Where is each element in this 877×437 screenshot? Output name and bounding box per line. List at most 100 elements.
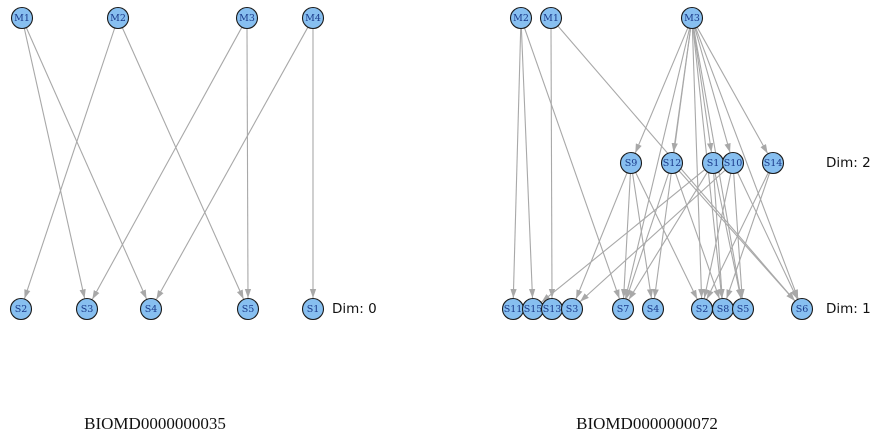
node-s2: S2 [9, 297, 33, 321]
node-label: S5 [242, 304, 255, 315]
node-label: S12 [663, 158, 682, 169]
node-m2: M2 [106, 6, 130, 30]
edge-s9-s2 [635, 172, 698, 300]
node-label: S3 [566, 304, 579, 315]
dim-label-1: Dim: 1 [826, 301, 871, 317]
dim-label-0: Dim: 0 [332, 301, 377, 317]
node-m2: M2 [509, 6, 533, 30]
edge-s9-s7 [620, 173, 631, 299]
node-m3: M3 [680, 6, 704, 30]
node-circle [790, 297, 814, 321]
edge-s9-s4 [632, 173, 654, 299]
node-circle [301, 297, 325, 321]
node-m4: M4 [301, 6, 325, 30]
node-label: S7 [617, 304, 630, 315]
edge-s10-s6 [737, 172, 798, 300]
node-circle [301, 6, 325, 30]
edge-s9-s3 [575, 172, 628, 300]
node-circle [680, 6, 704, 30]
node-circle [139, 297, 163, 321]
node-s9: S9 [619, 151, 643, 175]
edge-m3-s1 [692, 28, 714, 153]
node-circle [731, 297, 755, 321]
node-label: S10 [724, 158, 743, 169]
node-s10: S10 [721, 151, 745, 175]
node-s11: S11 [501, 297, 525, 321]
node-circle [509, 6, 533, 30]
node-s15: S15 [521, 297, 545, 321]
edge-s14-s2 [706, 172, 769, 300]
edge-m3-s5 [244, 28, 252, 299]
edge-m2-s7 [523, 27, 620, 299]
node-circle [619, 151, 643, 175]
node-s1: S1 [301, 297, 325, 321]
node-s13: S13 [540, 297, 564, 321]
graph-biomd35: M1 M2 M3 M4 S2 S3 S4 S5 S1 Dim: 0 BIOMD000000003… [9, 6, 377, 433]
node-circle [660, 151, 684, 175]
edge-m3-s14 [696, 26, 769, 154]
edge-s1-s7 [628, 171, 708, 300]
node-s4: S4 [139, 297, 163, 321]
node-circle [9, 297, 33, 321]
node-label: S1 [307, 304, 320, 315]
node-label: S14 [764, 158, 783, 169]
node-s12: S12 [660, 151, 684, 175]
edge-m2-s11 [510, 28, 522, 299]
graph-caption: BIOMD0000000035 [84, 414, 226, 433]
node-circle [106, 6, 130, 30]
edge-s10-s2 [703, 173, 732, 299]
node-label: S1 [707, 158, 720, 169]
edge-s10-s3 [579, 169, 726, 303]
edge-m3-s9 [634, 27, 689, 154]
edge-m1-s13 [548, 28, 556, 299]
graph-caption: BIOMD0000000072 [576, 414, 718, 433]
node-circle [721, 151, 745, 175]
node-s6: S6 [790, 297, 814, 321]
node-label: S5 [737, 304, 750, 315]
node-circle [761, 151, 785, 175]
node-circle [641, 297, 665, 321]
node-s4: S4 [641, 297, 665, 321]
node-label: S8 [717, 304, 730, 315]
node-circle [611, 297, 635, 321]
node-circle [560, 297, 584, 321]
node-s2: S2 [690, 297, 714, 321]
node-label: M3 [684, 13, 700, 24]
node-s5: S5 [236, 297, 260, 321]
edge-m4-s4 [155, 26, 309, 300]
edge-m1-s4 [25, 27, 148, 300]
edge-m1-s3 [23, 28, 86, 299]
node-label: M1 [543, 13, 559, 24]
edge-s14-s8 [726, 172, 771, 299]
node-label: M3 [239, 13, 255, 24]
edge-m3-s2 [691, 28, 705, 299]
edge-m2-s2 [23, 27, 116, 299]
node-s3: S3 [560, 297, 584, 321]
node-circle [539, 6, 563, 30]
node-circle [75, 297, 99, 321]
graph-biomd35-nodes: M1 M2 M3 M4 S2 S3 S4 S5 S1 [9, 6, 325, 321]
graph-biomd72-nodes: M2 M1 M3 S9 S12 S1 S10 S14 S11 S15 S13 S3 S7 S4 S2 S8 S5… [501, 6, 814, 321]
node-s7: S7 [611, 297, 635, 321]
graph-biomd72-edges [510, 25, 799, 303]
edge-s12-s8 [674, 172, 720, 299]
node-m1: M1 [10, 6, 34, 30]
node-s8: S8 [711, 297, 735, 321]
edge-m2-s5 [121, 27, 245, 300]
node-label: S13 [543, 304, 562, 315]
edge-m3-s7 [624, 28, 691, 299]
node-s3: S3 [75, 297, 99, 321]
node-label: S2 [696, 304, 709, 315]
node-label: S9 [625, 158, 638, 169]
edge-s12-s7 [625, 172, 670, 299]
node-s5: S5 [731, 297, 755, 321]
node-label: S4 [647, 304, 660, 315]
node-label: S4 [145, 304, 158, 315]
node-label: M1 [14, 13, 30, 24]
node-label: S6 [796, 304, 809, 315]
edge-m2-s15 [520, 28, 536, 299]
edge-s12-s6 [678, 170, 796, 302]
node-s14: S14 [761, 151, 785, 175]
node-m3: M3 [235, 6, 259, 30]
